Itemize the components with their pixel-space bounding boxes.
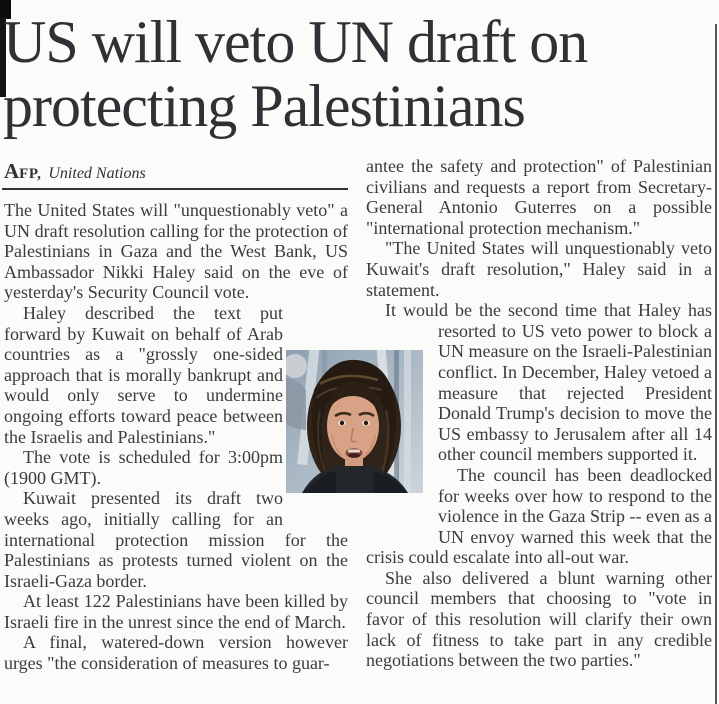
byline: AFP, United Nations (4, 159, 348, 184)
headline: US will veto UN draft on protecting Pale… (3, 10, 717, 138)
byline-agency-rest: FP, (19, 166, 42, 182)
article-paragraph: Haley described the text put forward by … (4, 302, 283, 447)
article-photo (286, 350, 423, 493)
article-paragraph: "The United States will unquestionably v… (366, 238, 712, 300)
article-paragraph: She also delivered a blunt warning other… (366, 567, 712, 671)
print-artifact-mark (0, 0, 11, 19)
print-artifact-mark (0, 17, 6, 97)
article-paragraph: A final, watered-down version however ur… (4, 632, 348, 674)
byline-location: United Nations (48, 165, 146, 182)
column-divider (715, 24, 717, 704)
article-paragraph: antee the safety and protection" of Pale… (366, 156, 712, 238)
article-paragraph: The vote is scheduled for 3:00pm (1900 G… (4, 447, 283, 488)
byline-agency: A (4, 159, 20, 183)
byline-divider (2, 188, 348, 190)
article-paragraph: It would be the second time that Haley h… (385, 300, 712, 465)
article-paragraph: Kuwait presented its draft two weeks ago… (4, 488, 348, 591)
left-column: The United States will "unquestionably v… (4, 200, 348, 696)
article-paragraph: At least 122 Palestinians have been kill… (4, 591, 348, 632)
headline-line-2: protecting Palestinians (3, 73, 526, 139)
article-paragraph: The council has been deadlocked for week… (366, 464, 712, 568)
article-paragraph: The United States will "unquestionably v… (4, 200, 348, 303)
right-column: antee the safety and protection" of Pale… (366, 156, 712, 696)
portrait-photo (286, 350, 423, 493)
headline-line-1: US will veto UN draft on (3, 9, 588, 75)
